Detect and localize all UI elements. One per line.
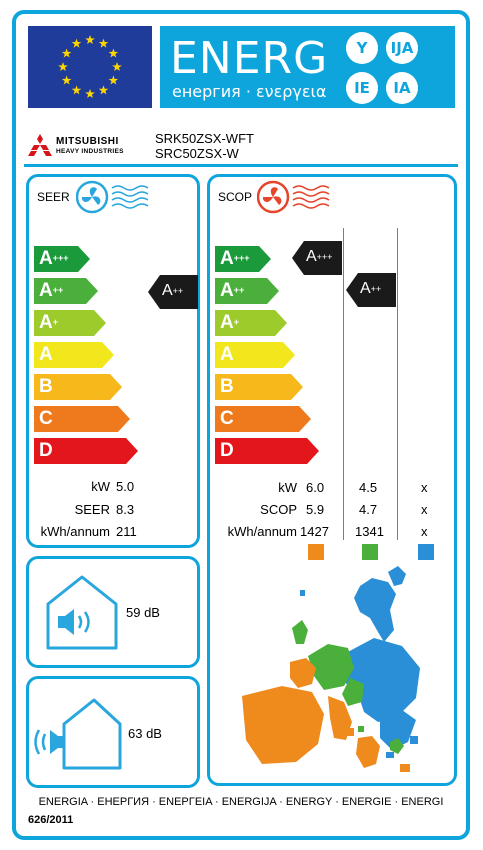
seer-rating-letter: A <box>162 282 173 299</box>
seer-title: SEER <box>37 190 70 204</box>
scop-value-kwh-warmer: 1341 <box>355 524 384 539</box>
scop-value-scop-colder: x <box>421 502 428 517</box>
scop-value-kwh-colder: x <box>421 524 428 539</box>
scop-title: SCOP <box>218 190 253 204</box>
mitsubishi-diamonds-icon <box>28 134 52 156</box>
scop-scale-letter: B <box>220 376 234 397</box>
lang-circle-ija: IJA <box>386 32 418 64</box>
scop-rating-warmer-letter: A <box>360 280 371 297</box>
brand-logo-line2: HEAVY INDUSTRIES <box>56 148 124 155</box>
seer-value-kwh: 211 <box>116 524 137 539</box>
scop-column-divider-2 <box>397 228 398 540</box>
scop-scale-arrow: A++ <box>215 278 279 304</box>
seer-scale-arrow: B <box>34 374 122 400</box>
scop-value-kwh-average: 1427 <box>300 524 329 539</box>
outdoor-noise-panel <box>26 676 200 788</box>
scop-label-scop: SCOP <box>260 502 297 517</box>
seer-scale-sup: + <box>52 317 58 327</box>
eu-stars-icon <box>58 35 122 98</box>
zone-swatch-colder <box>418 544 434 560</box>
scop-label-kw: kW <box>278 480 297 495</box>
zone-swatch-warmer <box>362 544 378 560</box>
seer-scale-arrow: D <box>34 438 138 464</box>
seer-scale-letter: A <box>39 280 53 301</box>
seer-scale-sup: +++ <box>52 253 69 263</box>
scop-scale-arrow: A+++ <box>215 246 271 272</box>
scop-scale-arrow: A <box>215 342 295 368</box>
cooling-fan-icon <box>76 180 149 214</box>
scop-scale-sup: ++ <box>233 285 245 295</box>
seer-scale-sup: ++ <box>52 285 64 295</box>
seer-panel <box>26 174 200 548</box>
brand-logo-line1: MITSUBISHI <box>56 136 119 147</box>
seer-scale-arrow: A+++ <box>34 246 90 272</box>
footer-languages: ENERGIA · ЕНЕРГИЯ · ΕΝΕΡΓΕΙΑ · ENERGIJA … <box>38 796 444 808</box>
outdoor-noise-house-icon <box>34 698 122 770</box>
scop-scale-letter: A <box>220 280 234 301</box>
regulation-number: 626/2011 <box>28 814 74 826</box>
seer-value-kw: 5.0 <box>116 479 135 494</box>
seer-scale-letter: A <box>39 312 53 333</box>
seer-value-seer: 8.3 <box>116 502 135 517</box>
scop-value-kw-warmer: 4.5 <box>359 480 378 495</box>
seer-scale-letter: B <box>39 376 53 397</box>
seer-label-seer: SEER <box>74 502 110 517</box>
scop-scale-arrow: D <box>215 438 319 464</box>
scop-scale-arrow: C <box>215 406 311 432</box>
eu-flag <box>28 26 152 108</box>
seer-scale-arrow: C <box>34 406 130 432</box>
seer-scale-letter: A <box>39 344 53 365</box>
scop-rating-warmer: A++ <box>346 273 396 307</box>
indoor-noise-value: 59 dB <box>126 605 160 620</box>
scop-scale-arrow: B <box>215 374 303 400</box>
scop-value-scop-average: 5.9 <box>306 502 325 517</box>
indoor-noise-panel <box>26 556 200 668</box>
model-outdoor: SRC50ZSX-W <box>155 146 239 161</box>
scop-scale-arrow: A+ <box>215 310 287 336</box>
seer-rating-sup: ++ <box>172 286 184 296</box>
scop-label-kwh: kWh/annum <box>227 524 297 539</box>
seer-scale-arrow: A <box>34 342 114 368</box>
indoor-noise-house-icon <box>46 575 118 650</box>
energ-word: ENERG <box>170 33 329 84</box>
scop-scale-sup: +++ <box>233 253 250 263</box>
model-indoor: SRK50ZSX-WFT <box>155 131 254 146</box>
seer-scale-arrow: A+ <box>34 310 106 336</box>
scop-rating-warmer-sup: ++ <box>370 284 382 294</box>
zone-swatch-average <box>308 544 324 560</box>
seer-scale-arrow: A++ <box>34 278 98 304</box>
europe-climate-map <box>242 566 420 772</box>
seer-rating-indicator: A++ <box>148 275 198 309</box>
scop-column-divider-1 <box>343 228 344 540</box>
scop-rating-average: A+++ <box>292 241 342 275</box>
lang-circle-ie: IE <box>346 72 378 104</box>
scop-value-kw-colder: x <box>421 480 428 495</box>
scop-panel <box>207 174 457 786</box>
scop-scale-letter: C <box>220 408 234 429</box>
lang-circle-y: Y <box>346 32 378 64</box>
heating-fan-icon <box>257 180 330 214</box>
energ-subtitle: енергия · ενεργεια <box>172 82 327 101</box>
lang-circle-ia: IA <box>386 72 418 104</box>
scop-value-scop-warmer: 4.7 <box>359 502 378 517</box>
seer-scale-letter: C <box>39 408 53 429</box>
seer-label-kwh: kWh/annum <box>40 524 110 539</box>
outdoor-noise-value: 63 dB <box>128 726 162 741</box>
scop-scale-letter: A <box>220 344 234 365</box>
scop-scale-letter: A <box>220 312 234 333</box>
seer-label-kw: kW <box>91 479 110 494</box>
scop-scale-letter: D <box>220 440 234 461</box>
scop-rating-average-sup: +++ <box>316 252 333 262</box>
seer-scale-letter: A <box>39 248 53 269</box>
header-separator <box>24 164 458 167</box>
scop-scale-sup: + <box>233 317 239 327</box>
scop-scale-letter: A <box>220 248 234 269</box>
scop-value-kw-average: 6.0 <box>306 480 325 495</box>
seer-scale-letter: D <box>39 440 53 461</box>
scop-rating-average-letter: A <box>306 248 317 265</box>
